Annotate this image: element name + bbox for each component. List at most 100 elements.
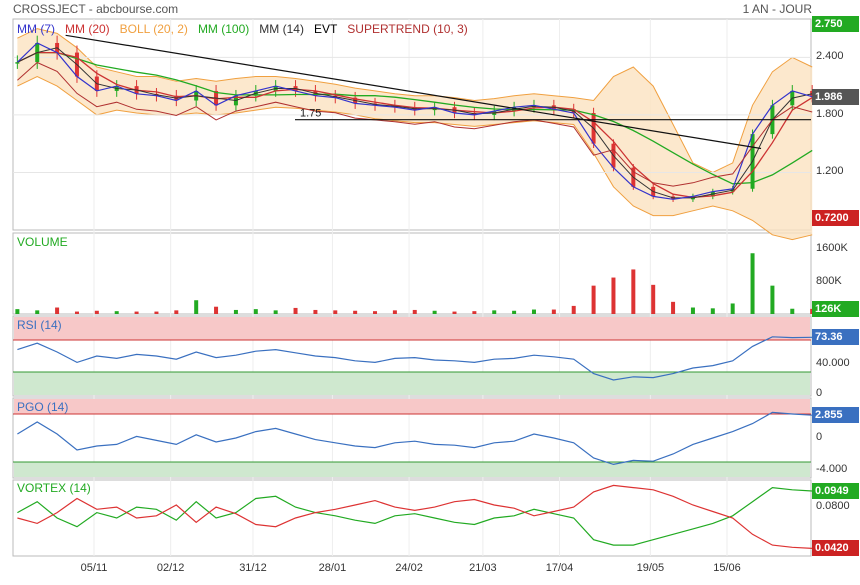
period-label: 1 AN - JOUR [742, 2, 812, 16]
x-tick-label: 15/06 [713, 562, 741, 574]
volume-bar [790, 308, 795, 314]
volume-bar [114, 311, 119, 314]
y-tick-label: 40.000 [816, 357, 850, 369]
bollinger-upper [17, 28, 813, 174]
volume-bar [710, 308, 715, 314]
rsi-line [17, 336, 813, 381]
x-tick-label: 17/04 [545, 562, 574, 574]
volume-bar [551, 309, 556, 314]
value-tag: 0.7200 [812, 210, 859, 227]
x-tick-label: 05/11 [80, 562, 108, 574]
value-tag: 73.36 [812, 329, 859, 346]
volume-bar [591, 285, 596, 314]
volume-bar [492, 310, 497, 314]
volume-bar [214, 306, 219, 314]
y-tick-label: 1.200 [816, 165, 844, 178]
value-tag: 0.0949 [812, 482, 859, 499]
legend-item: MM (20) [65, 22, 110, 36]
volume-bar [313, 309, 318, 314]
value-tag: 2.855 [812, 407, 859, 424]
x-tick-label: 31/12 [239, 562, 267, 574]
volume-bar [472, 311, 477, 314]
volume-bar [452, 311, 457, 314]
volume-bar [611, 277, 616, 314]
y-tick-label: 0.0800 [816, 500, 850, 513]
price-legend: MM (7) MM (20) BOLL (20, 2) MM (100) MM (14)… [17, 22, 478, 36]
value-tag: 0.0420 [812, 540, 859, 557]
volume-bar [194, 300, 199, 314]
value-tag: 1.986 [812, 89, 859, 106]
volume-bar [512, 310, 517, 314]
overbought-zone [14, 317, 810, 340]
volume-bar [531, 309, 536, 314]
volume-bar [412, 309, 417, 314]
x-tick-label: 28/01 [318, 562, 347, 574]
volume-frame [12, 232, 812, 315]
volume-bar [750, 253, 755, 314]
volume-bar [373, 311, 378, 314]
legend-item: SUPERTREND (10, 3) [347, 22, 468, 36]
vortex-plus-line [17, 486, 813, 546]
volume-bar [631, 269, 636, 314]
bollinger-lower [17, 75, 813, 241]
vortex-minus-line [17, 484, 813, 549]
trendline [65, 34, 762, 150]
volume-bar [134, 311, 139, 314]
value-tag: 2.750 [812, 15, 859, 32]
y-tick-label: 1600K [816, 242, 848, 255]
supertrend-line [17, 61, 813, 187]
y-tick-label: 1.800 [816, 107, 844, 120]
vortex-title: VORTEX (14) [17, 481, 91, 495]
volume-bar [55, 307, 60, 314]
x-tick-label: 19/05 [636, 562, 665, 574]
volume-bar [651, 284, 656, 314]
legend-item: EVT [313, 22, 338, 36]
volume-bar [571, 305, 576, 314]
volume-bar [690, 307, 695, 314]
volume-bar [253, 309, 258, 314]
y-tick-label: 800K [816, 274, 842, 287]
x-tick-label: 24/02 [395, 562, 423, 574]
volume-bar [233, 309, 238, 314]
volume-bar [174, 310, 179, 314]
volume-bar [74, 311, 79, 314]
volume-bar [15, 309, 20, 314]
rsi-title: RSI (14) [17, 318, 62, 332]
volume-bar [333, 310, 338, 314]
oversold-zone [14, 462, 810, 477]
y-tick-label: -4.000 [816, 463, 848, 475]
mm7-line [16, 42, 813, 200]
chart-title: CROSSJECT - abcbourse.com [13, 2, 179, 16]
volume-bar [353, 310, 358, 314]
legend-item: MM (100) [197, 22, 250, 36]
overbought-zone [14, 399, 810, 414]
volume-bar [154, 311, 159, 314]
volume-bar [392, 310, 397, 314]
mm20-line [17, 51, 813, 199]
volume-title: VOLUME [17, 235, 68, 249]
volume-bar [293, 307, 298, 314]
x-tick-label: 21/03 [469, 562, 497, 574]
volume-bar [273, 310, 278, 314]
volume-bar [35, 310, 40, 314]
vortex-frame [12, 479, 812, 557]
legend-item: MM (14) [259, 22, 304, 36]
oversold-zone [14, 372, 810, 395]
y-tick-label: 2.400 [816, 50, 844, 63]
x-tick-label: 02/12 [156, 562, 185, 574]
level-annotation: 1.75 [300, 108, 321, 120]
value-tag: 126K [812, 300, 859, 317]
volume-bar [730, 303, 735, 314]
mm100-line [17, 51, 813, 185]
pgo-line [17, 411, 813, 466]
pgo-title: PGO (14) [17, 400, 69, 414]
volume-bar [432, 310, 437, 314]
volume-bar [94, 310, 99, 314]
y-tick-label: 0 [816, 387, 823, 400]
volume-bar [671, 301, 676, 314]
candle-body [15, 62, 20, 64]
legend-item: BOLL (20, 2) [119, 22, 188, 36]
y-tick-label: 0 [816, 431, 823, 443]
